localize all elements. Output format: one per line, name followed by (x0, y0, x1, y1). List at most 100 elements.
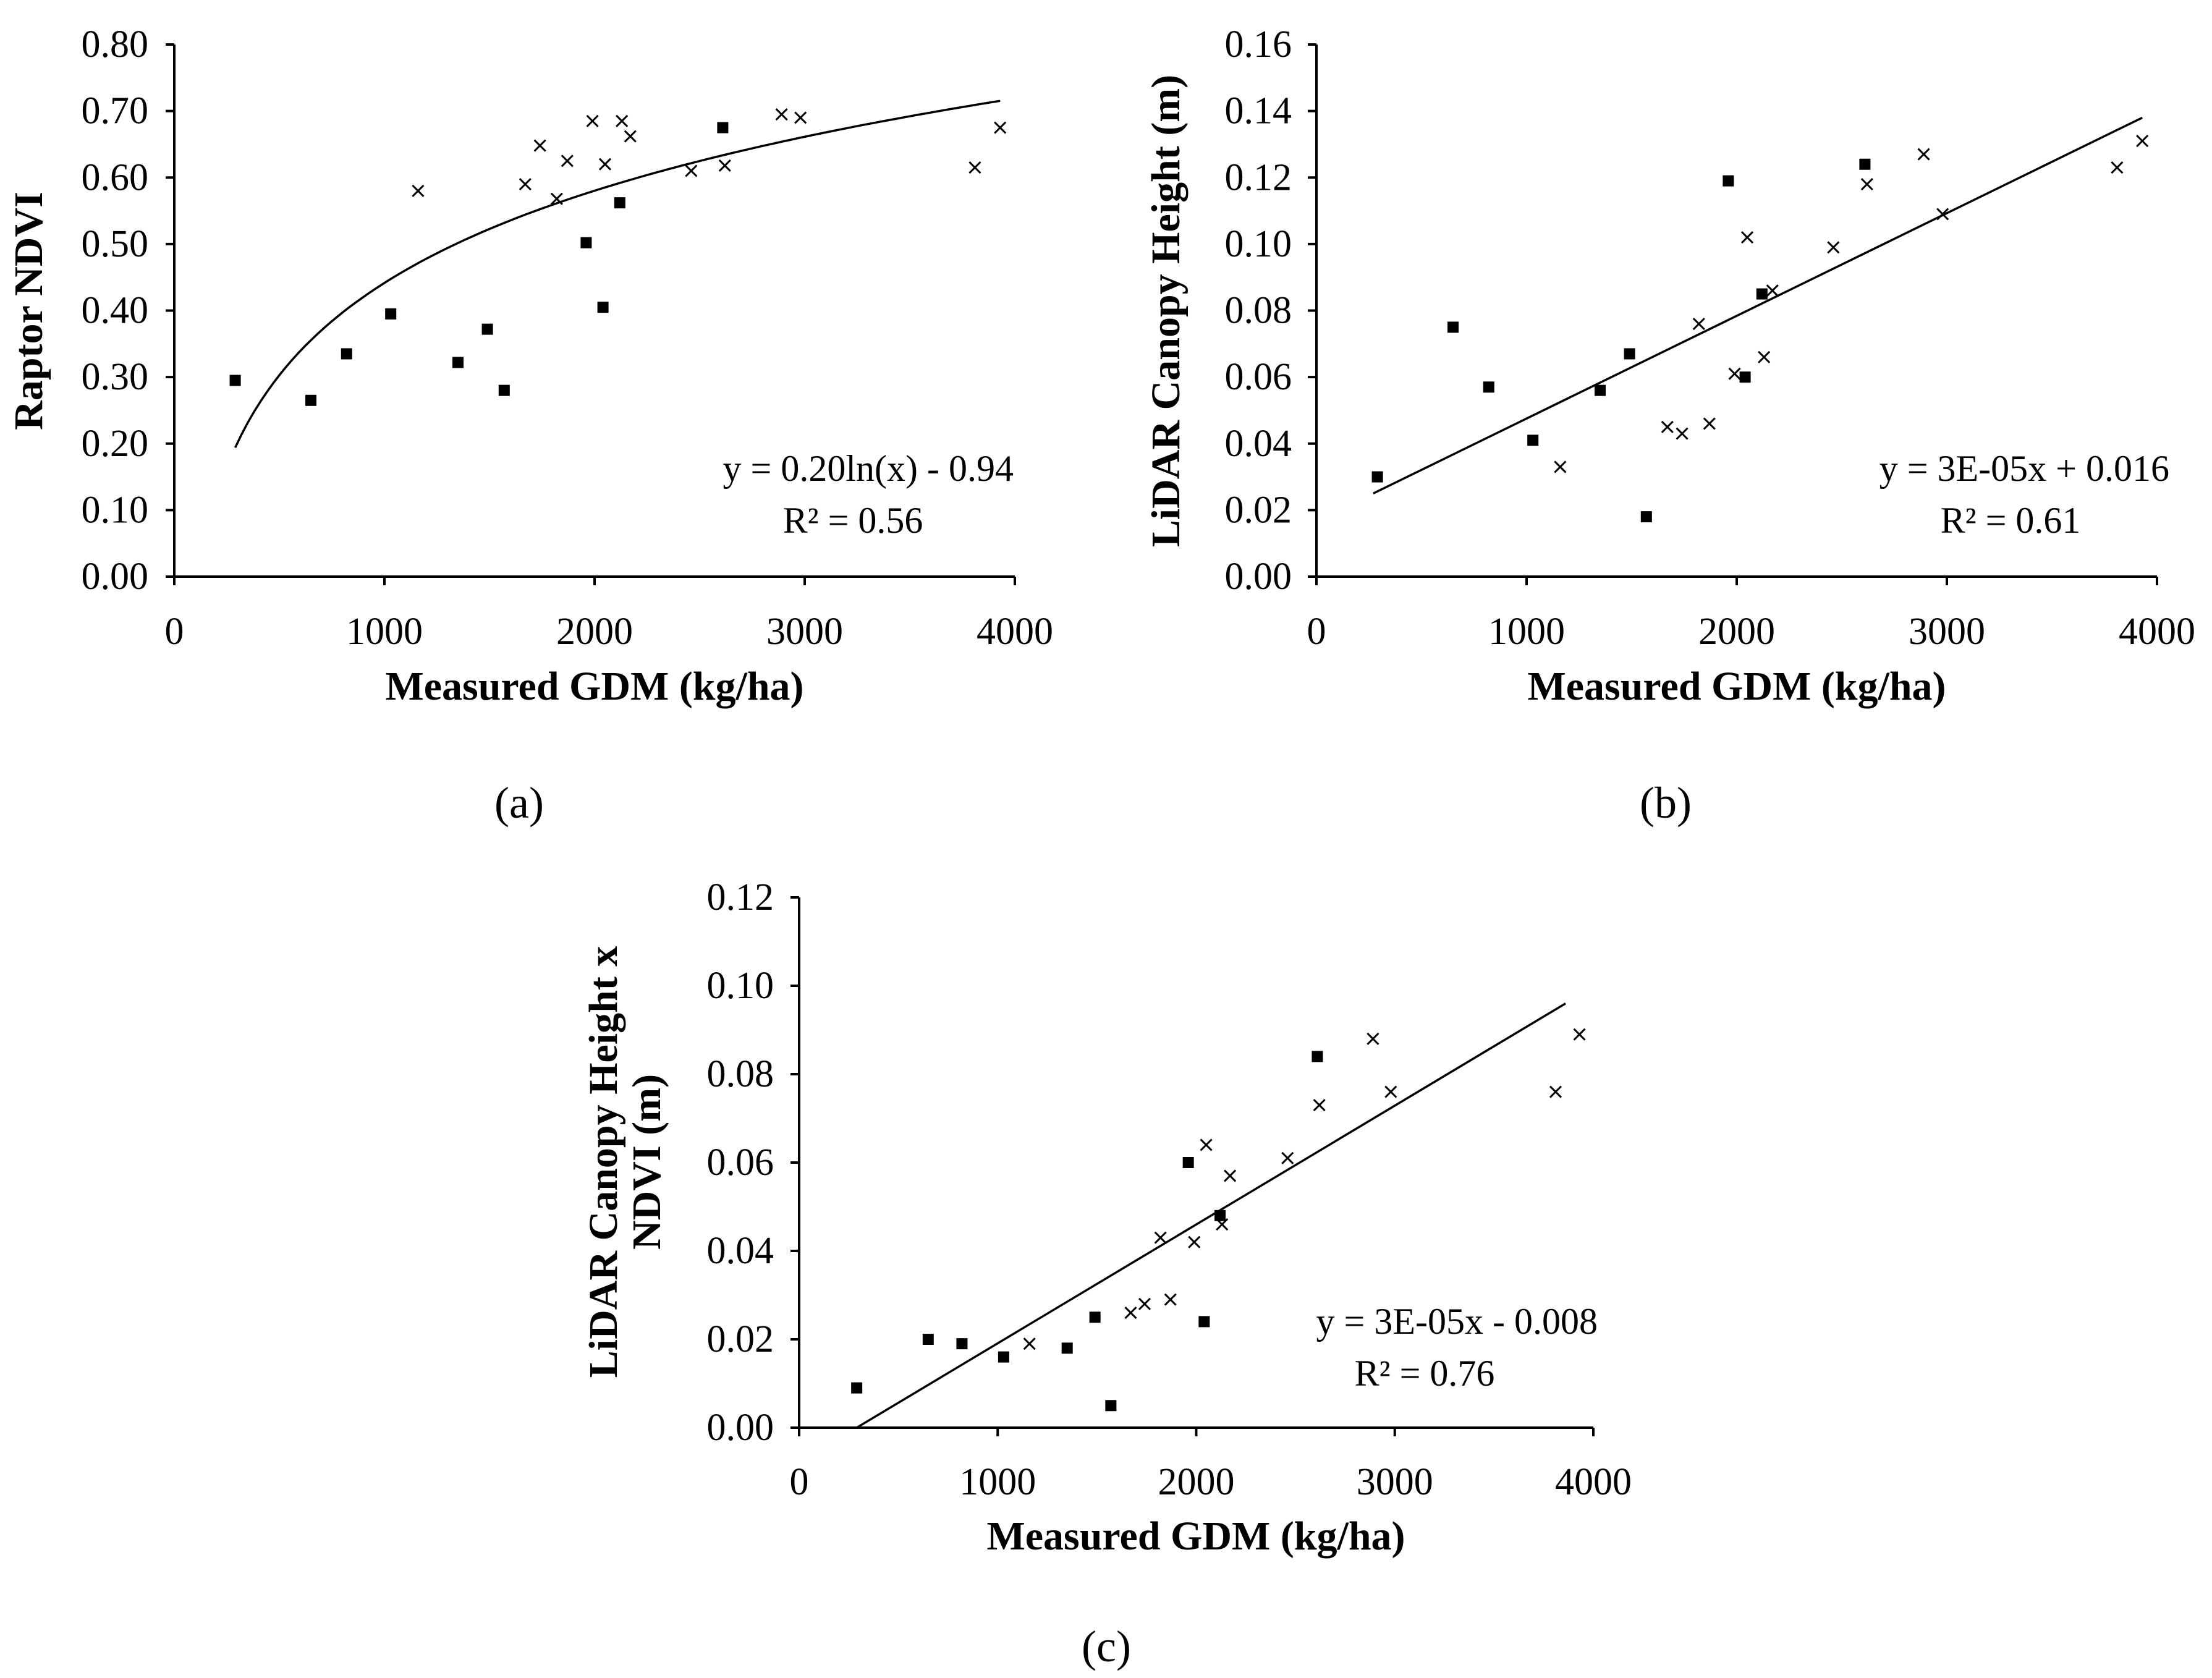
y-tick-label: 0.04 (1225, 423, 1292, 465)
x-tick-label: 4000 (2119, 611, 2195, 653)
data-point-cross (412, 184, 425, 197)
fit-equation: y = 3E-05x + 0.016 (1879, 448, 2169, 489)
trendline (1373, 116, 2143, 495)
data-point-square (922, 1334, 934, 1345)
y-tick-label: 0.16 (1225, 23, 1292, 66)
data-point-cross (1281, 1151, 1294, 1164)
data-point-cross (1692, 317, 1705, 331)
y-tick-label: 0.50 (82, 223, 149, 265)
data-point-cross (533, 139, 546, 152)
data-point-cross (1138, 1297, 1151, 1310)
trendline (234, 100, 1001, 448)
data-point-cross (1224, 1169, 1237, 1182)
axis-ticks (166, 43, 1016, 585)
data-point-cross (1154, 1231, 1167, 1244)
axis-tick-labels: 0.00 0.10 0.20 0.30 0.40 0.50 0.60 0.70 0.80 0 100… (82, 23, 1054, 653)
data-point-square (614, 197, 625, 209)
data-point-square (1061, 1342, 1073, 1354)
y-tick-label: 0.00 (707, 1407, 774, 1449)
data-points (1371, 134, 2149, 523)
data-point-cross (561, 155, 574, 167)
x-tick-label: 4000 (977, 611, 1053, 653)
data-point-cross (1860, 177, 1873, 191)
data-point-cross (1728, 367, 1741, 380)
y-tick-label: 0.08 (707, 1053, 774, 1095)
data-point-cross (1188, 1235, 1201, 1248)
y-tick-label: 0.30 (82, 356, 149, 398)
data-point-square (481, 323, 493, 335)
data-point-square (1624, 348, 1635, 360)
data-point-cross (1936, 208, 1949, 221)
trendline-line (856, 1002, 1566, 1429)
x-tick-label: 1000 (1488, 611, 1565, 653)
data-point-cross (550, 192, 563, 205)
x-tick-label: 3000 (1357, 1461, 1433, 1503)
data-point-square (851, 1382, 863, 1394)
data-point-square (1198, 1316, 1210, 1328)
data-point-square (998, 1351, 1009, 1363)
x-tick-label: 2000 (1698, 611, 1775, 653)
x-axis-label: Measured GDM (kg/ha) (385, 664, 803, 709)
y-tick-label: 0.14 (1225, 90, 1292, 132)
chart-panel-a: 0.00 0.10 0.20 0.30 0.40 0.50 0.60 0.70 0.80 0 100… (6, 23, 1053, 828)
y-tick-label: 0.06 (707, 1142, 774, 1184)
y-tick-label: 0.40 (82, 290, 149, 332)
y-tick-label: 0.60 (82, 156, 149, 198)
data-point-square (1640, 511, 1652, 523)
x-tick-label: 2000 (556, 611, 633, 653)
data-point-square (1527, 434, 1539, 446)
axis-tick-labels: 0.00 0.02 0.04 0.06 0.08 0.10 0.12 0.14 0.16 0 100… (1225, 23, 2196, 653)
data-point-cross (1164, 1293, 1177, 1306)
y-tick-label: 0.08 (1225, 290, 1292, 332)
trendline-curve (234, 100, 1001, 448)
data-point-cross (1740, 231, 1754, 244)
x-tick-label: 4000 (1555, 1461, 1632, 1503)
x-axis-label: Measured GDM (kg/ha) (1527, 664, 1946, 709)
data-point-cross (1661, 420, 1674, 433)
y-tick-label: 0.20 (82, 423, 149, 465)
y-tick-label: 0.00 (1225, 556, 1292, 598)
y-tick-label: 0.00 (82, 556, 149, 598)
data-point-square (1182, 1157, 1194, 1168)
data-point-square (1483, 381, 1494, 393)
data-point-square (1756, 288, 1768, 300)
data-point-square (597, 302, 609, 313)
y-tick-label: 0.04 (707, 1230, 774, 1272)
r-squared: R² = 0.76 (1355, 1353, 1495, 1394)
data-point-square (1312, 1051, 1323, 1062)
y-axis-label: LiDAR Canopy Height (m) (1143, 75, 1189, 548)
data-point-square (1105, 1400, 1117, 1412)
axis-ticks (790, 896, 1595, 1436)
data-point-square (1371, 471, 1383, 483)
r-squared: R² = 0.61 (1941, 500, 2081, 541)
panel-label-b: (b) (1640, 778, 1692, 828)
data-point-cross (624, 130, 637, 143)
data-point-square (717, 122, 729, 133)
data-point-square (385, 308, 397, 320)
fit-equation: y = 0.20ln(x) - 0.94 (723, 448, 1014, 489)
data-point-cross (685, 164, 698, 177)
data-point-cross (1676, 427, 1689, 440)
data-point-square (1859, 158, 1871, 170)
y-tick-label: 0.70 (82, 90, 149, 132)
data-point-square (305, 394, 316, 406)
data-point-square (1595, 384, 1606, 396)
data-point-cross (1313, 1098, 1326, 1112)
data-point-cross (994, 121, 1007, 134)
data-point-cross (968, 161, 981, 174)
x-axis-label: Measured GDM (kg/ha) (986, 1514, 1405, 1559)
data-point-cross (1200, 1138, 1213, 1151)
data-point-square (341, 348, 352, 360)
data-point-cross (1766, 284, 1779, 297)
panel-label-a: (a) (494, 778, 544, 828)
x-tick-label: 3000 (1909, 611, 1985, 653)
data-point-square (1089, 1311, 1101, 1323)
data-point-square (1447, 321, 1459, 333)
data-point-square (498, 384, 510, 396)
y-tick-label: 0.02 (707, 1318, 774, 1360)
axis-tick-labels: 0.00 0.02 0.04 0.06 0.08 0.10 0.12 0 1000 2000 300… (707, 876, 1632, 1503)
y-tick-label: 0.12 (1225, 156, 1292, 198)
y-axis-label-line-2: NDVI (m) (624, 1074, 669, 1250)
data-point-cross (1216, 1218, 1229, 1231)
